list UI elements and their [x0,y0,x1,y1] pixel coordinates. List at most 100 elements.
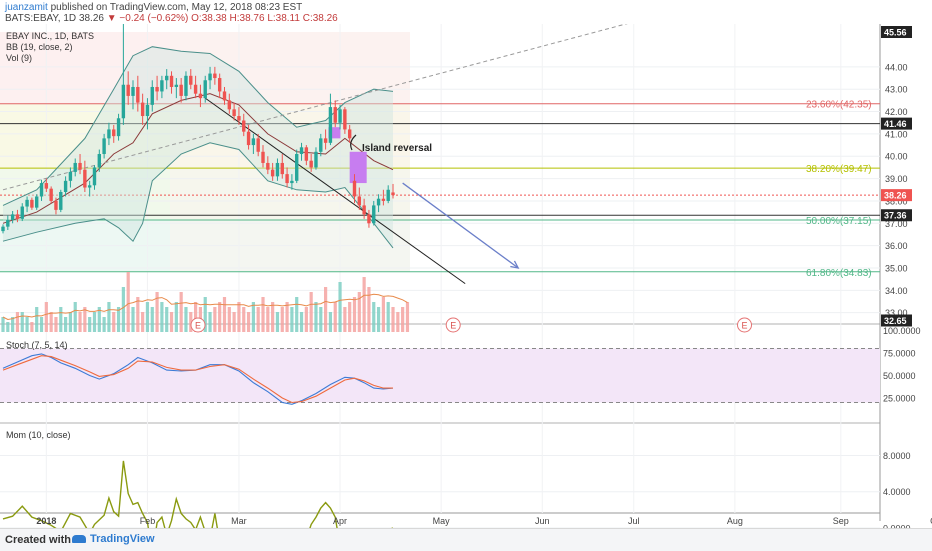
candle-body [333,107,337,123]
candle-body [261,151,265,163]
volume-bar [295,297,299,332]
chart-area[interactable]: 23.60%(42.35) 38.20%(39.47) 50.00%(37.15) 6… [0,24,932,528]
volume-bar [179,292,183,332]
price-tag-bg [881,209,912,222]
price-tick-label: 36.00 [885,241,908,251]
candle-body [323,138,328,143]
candle-body [87,185,92,188]
fib-level-label: 50.00%(37.15) [806,216,872,227]
tradingview-brand[interactable]: TradingView [72,533,155,545]
volume-bar [194,302,198,332]
time-tick-label: May [433,516,451,526]
candle-body [83,169,87,188]
candle-body [319,138,323,152]
fib-level-label: 23.60%(42.35) [806,100,872,111]
volume-bar [324,287,328,332]
candle-body [280,162,284,175]
time-tick-label: Oct [930,516,932,526]
candle-body [39,183,44,197]
volume-bar [92,312,97,332]
volume-bar [381,297,385,332]
symbol-info: BATS:EBAY, 1D 38.26 ▼ −0.24 (−0.62%) O:3… [5,13,338,24]
time-tick-label: Jun [535,516,550,526]
legend-vol: Vol (9) [6,53,32,63]
price-tag-bg [881,26,912,38]
candle-body [6,219,10,227]
candle-body [59,192,63,210]
volume-bar [107,302,111,332]
volume-bar [280,307,284,332]
volume-bar [213,307,217,332]
chart-header: juanzamit published on TradingView.com, … [0,0,932,24]
candle-body [78,162,82,170]
time-tick-label: Apr [333,516,347,526]
price-tick-label: 37.00 [885,219,908,229]
volume-bar [203,297,207,332]
volume-bar [155,292,159,332]
volume-bar [73,302,77,332]
volume-bar [136,297,140,332]
candle-body [372,205,376,224]
price-tag-label: 45.56 [884,28,907,38]
island-box [328,127,341,139]
island-pointer-curve [350,134,357,151]
candle-body [242,120,246,132]
volume-bar [246,312,251,332]
candle-body [309,160,313,168]
volume-bar [184,307,188,332]
volume-bar [348,302,352,332]
candle-body [136,86,140,103]
price-tick-label: 35.00 [885,263,908,273]
candle-body [54,200,58,210]
candle-body [217,78,222,92]
candle-body [121,84,126,119]
candle-body [270,169,275,177]
volume-bar [285,302,289,332]
price-tick-label: 40.00 [885,152,908,162]
candle-body [299,147,304,155]
volume-bar [237,302,241,332]
time-tick-label: Aug [727,516,743,526]
volume-bar [271,302,275,332]
volume-bar [6,322,10,332]
volume-bar [20,312,24,332]
volume-bar [44,302,48,332]
stoch-tick-label: 50.0000 [883,371,916,381]
volume-bar [49,312,53,332]
candle-body [213,73,217,79]
legend-mom: Mom (10, close) [6,430,71,440]
volume-ma-line [2,293,408,321]
volume-bar [261,297,265,332]
author-name[interactable]: juanzamit [5,2,48,13]
volume-bar [35,307,39,332]
candle-body [314,151,318,168]
volume-bar [25,317,29,332]
volume-bar [343,307,347,332]
volume-bar [386,302,390,332]
candle-body [343,109,347,130]
momentum-line [2,460,393,528]
candle-body [44,183,49,189]
candle-body [174,84,179,87]
svg-text:E: E [195,321,201,331]
candle-body [102,138,106,155]
candle-body [347,129,352,139]
price-tick-label: 41.00 [885,129,908,139]
candle-body [63,180,68,193]
volume-bar [405,302,410,332]
tradingview-brand-label: TradingView [90,533,155,545]
legend-stoch: Stoch (7, 5, 14) [6,340,68,350]
stoch-k-line [2,353,394,405]
price-tag-bg [881,189,912,202]
candle-body [131,86,135,96]
candle-body [150,86,154,105]
candle-body [246,131,251,146]
candle-body [328,107,333,143]
last-price: 38.26 [78,13,104,24]
candle-body [232,109,236,117]
price-tick-label: 44.00 [885,62,908,72]
stoch-tick-label: 25.0000 [883,394,916,404]
volume-bar [357,292,361,332]
volume-bar [242,307,246,332]
candle-body [1,226,5,232]
